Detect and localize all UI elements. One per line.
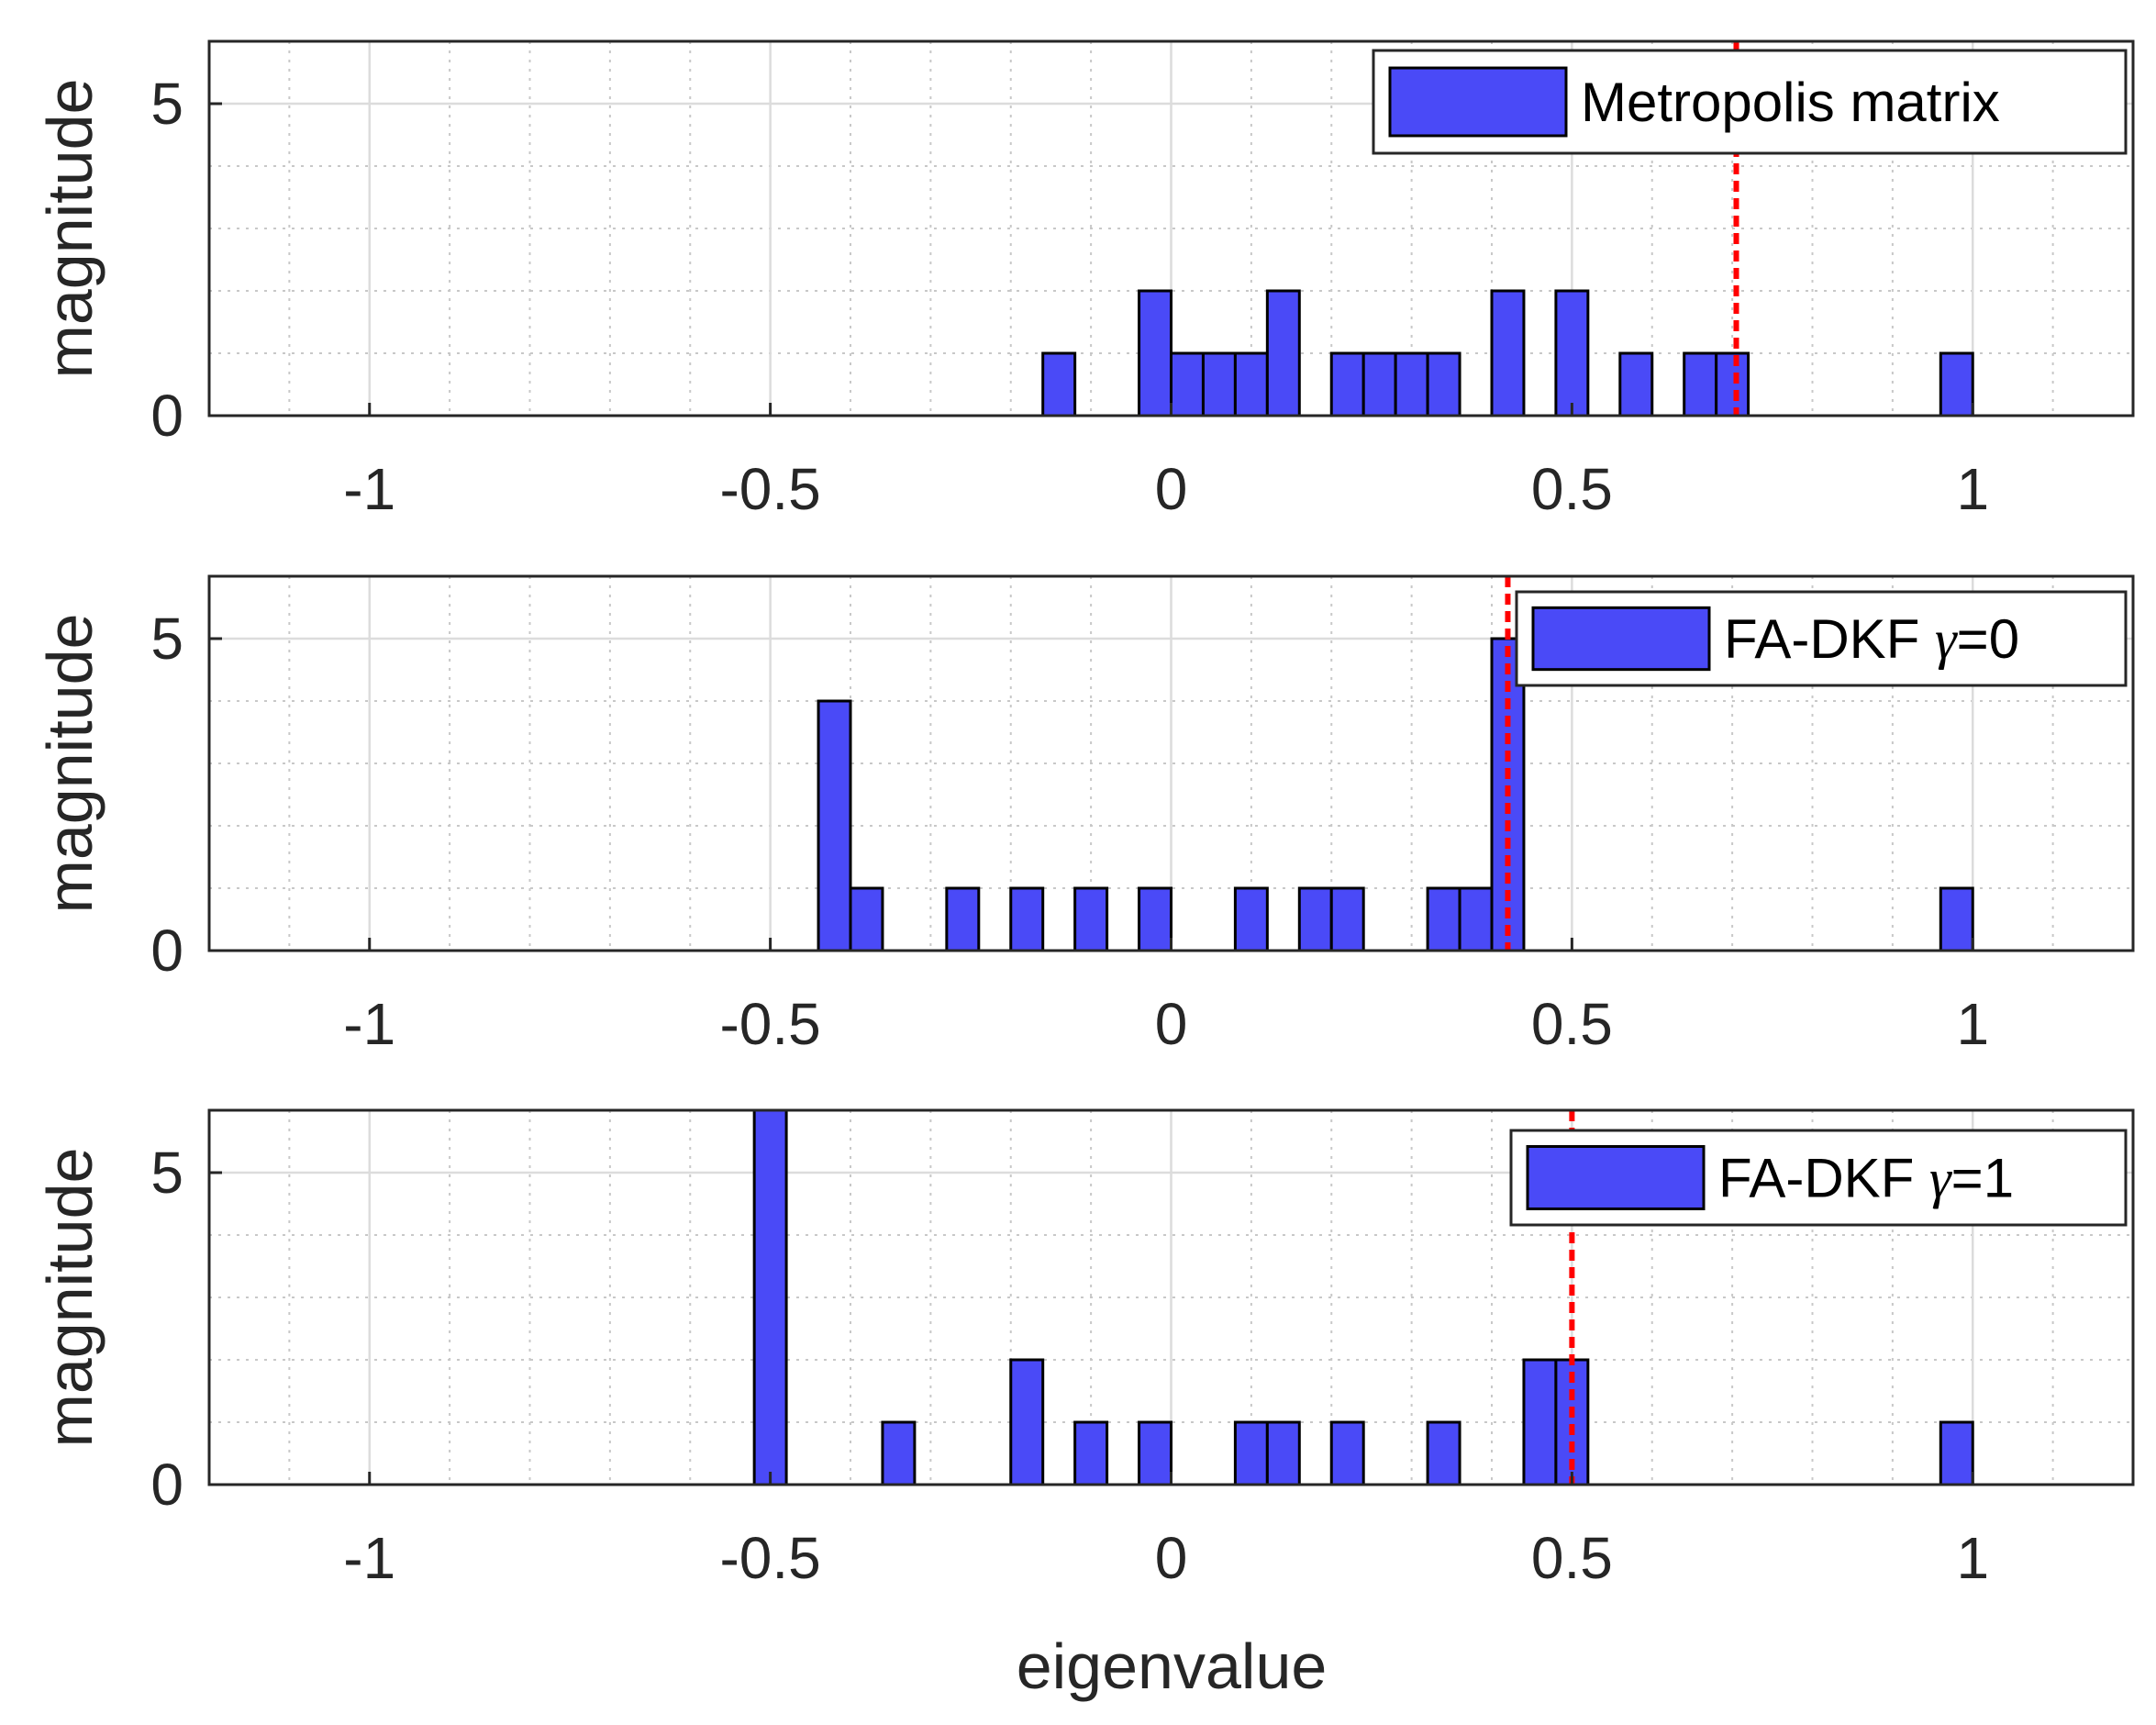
histogram-bar: [849, 886, 884, 952]
x-tick-label: -1: [343, 1525, 395, 1591]
legend-label-space: [1914, 1148, 1929, 1209]
x-tick-label: 0: [1155, 456, 1188, 522]
y-tick-label: 0: [150, 918, 183, 984]
histogram-bar: [1233, 351, 1269, 417]
histogram-bar: [1618, 351, 1654, 417]
legend-label-text: FA-DKF: [1718, 1148, 1914, 1209]
histogram-bar: [1522, 1358, 1558, 1486]
histogram-bar: [1939, 886, 1974, 952]
histogram-bar: [1683, 351, 1718, 417]
legend-swatch: [1388, 66, 1568, 138]
histogram-bar: [1490, 289, 1526, 417]
x-tick-label: -1: [343, 456, 395, 522]
histogram-bar: [1297, 886, 1333, 952]
histogram-bar: [1361, 351, 1397, 417]
legend-label: Metropolis matrix: [1581, 72, 2000, 133]
x-tick-label: -0.5: [719, 456, 820, 522]
histogram-bar: [1265, 1420, 1301, 1486]
y-tick-label: 0: [150, 1452, 183, 1518]
x-tick-label: 0.5: [1531, 991, 1613, 1057]
histogram-bar: [1233, 1420, 1269, 1486]
histogram-bar: [1009, 1358, 1045, 1486]
histogram-bar: [1138, 289, 1173, 417]
histogram-bar: [1073, 1420, 1109, 1486]
x-tick-label: 0: [1155, 1525, 1188, 1591]
x-tick-label: 1: [1956, 991, 1989, 1057]
histogram-bar: [1009, 886, 1045, 952]
histogram-bar: [1329, 886, 1365, 952]
x-tick-label: -0.5: [719, 1525, 820, 1591]
legend-swatch: [1526, 1145, 1706, 1210]
y-tick-label: 5: [150, 1140, 183, 1206]
panel-1: -1 -0.5 0 0.5 1 0 5 magnitude Metropolis matrix: [34, 39, 2135, 522]
histogram-bar: [1554, 289, 1590, 417]
legend-label: FA-DKF γ=0: [1724, 608, 2019, 670]
x-tick-label: 1: [1956, 1525, 1989, 1591]
histogram-bar: [817, 699, 852, 952]
histogram-bar: [752, 1108, 788, 1486]
legend-label-space: [1919, 608, 1935, 670]
legend-label-text: Metropolis matrix: [1581, 72, 2000, 133]
x-tick-label: -0.5: [719, 991, 820, 1057]
legend-swatch: [1531, 606, 1711, 672]
histogram-bar: [1939, 1420, 1974, 1486]
y-axis-title: magnitude: [34, 1148, 106, 1448]
x-tick-label: 0.5: [1531, 1525, 1613, 1591]
x-tick-label: 0.5: [1531, 456, 1613, 522]
histogram-bar: [1138, 1420, 1173, 1486]
legend: FA-DKF γ=0: [1515, 590, 2128, 687]
y-tick-label: 5: [150, 606, 183, 672]
legend-label: FA-DKF γ=1: [1718, 1148, 2014, 1209]
y-axis-title: magnitude: [34, 79, 106, 379]
histogram-bar: [1329, 1420, 1365, 1486]
panel-2: -1 -0.5 0 0.5 1 0 5 magnitude FA-DKF γ=0: [34, 574, 2135, 1057]
x-tick-label: 1: [1956, 456, 1989, 522]
y-tick-label: 5: [150, 71, 183, 137]
histogram-bar: [1041, 351, 1077, 417]
histogram-bar: [945, 886, 981, 952]
legend: Metropolis matrix: [1372, 49, 2128, 155]
histogram-bar: [1426, 1420, 1461, 1486]
histogram-bar: [1233, 886, 1269, 952]
histogram-bar: [1458, 886, 1494, 952]
histogram-bar: [1138, 886, 1173, 952]
legend-gamma-value: =0: [1957, 608, 2019, 670]
histogram-bar: [881, 1420, 917, 1486]
histogram-bar: [1170, 351, 1205, 417]
x-tick-label: -1: [343, 991, 395, 1057]
histogram-bar: [1715, 351, 1750, 417]
legend-gamma-symbol: γ: [1929, 1149, 1952, 1209]
histogram-bar: [1939, 351, 1974, 417]
y-tick-label: 0: [150, 383, 183, 449]
x-axis-title: eigenvalue: [1017, 1630, 1328, 1702]
histogram-bar: [1073, 886, 1109, 952]
x-tick-label: 0: [1155, 991, 1188, 1057]
histogram-bar: [1426, 351, 1461, 417]
legend: FA-DKF γ=1: [1509, 1129, 2128, 1227]
histogram-bar: [1426, 886, 1461, 952]
histogram-bar: [1329, 351, 1365, 417]
panel-3: -1 -0.5 0 0.5 1 0 5 magnitude FA-DKF γ=1: [34, 1108, 2135, 1591]
histogram-bar: [1201, 351, 1237, 417]
legend-gamma-symbol: γ: [1935, 609, 1958, 670]
legend-gamma-value: =1: [1951, 1148, 2014, 1209]
legend-label-text: FA-DKF: [1724, 608, 1919, 670]
y-axis-title: magnitude: [34, 614, 106, 914]
histogram-bar: [1265, 289, 1301, 417]
histogram-bar: [1394, 351, 1429, 417]
